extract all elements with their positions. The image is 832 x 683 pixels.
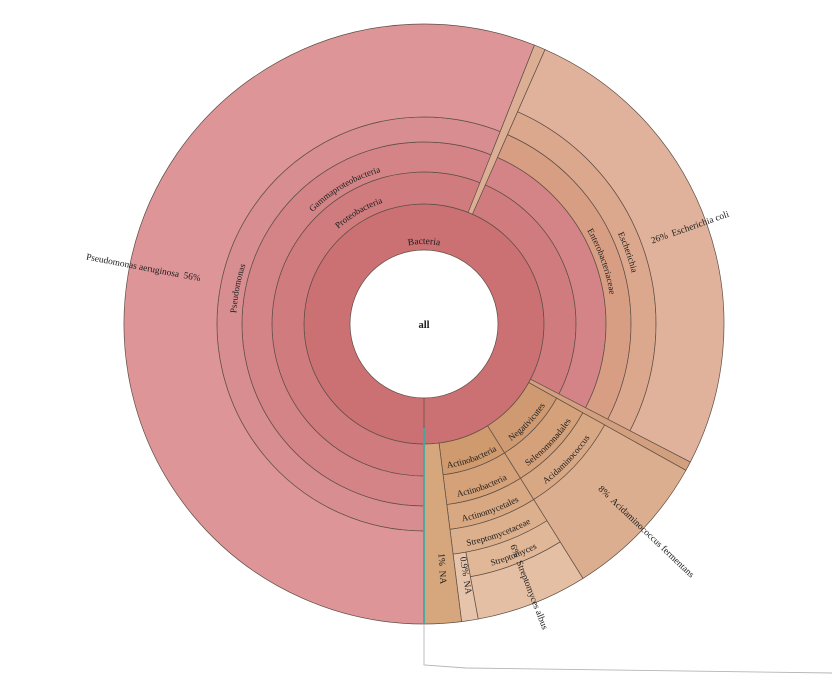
marker-group xyxy=(423,398,832,674)
callout-leader-line xyxy=(423,624,832,674)
ring-label-bacteria-0: Bacteria xyxy=(407,237,442,249)
wedge-sliver-top[interactable] xyxy=(467,44,546,215)
center-label: all xyxy=(418,320,429,331)
wedge-escherichia-coli[interactable] xyxy=(517,49,725,463)
wedges-group xyxy=(123,23,725,625)
percent-label-na-5: 1% NA xyxy=(435,553,447,585)
wedge-pseudomonas-aeruginosa[interactable] xyxy=(123,23,535,625)
